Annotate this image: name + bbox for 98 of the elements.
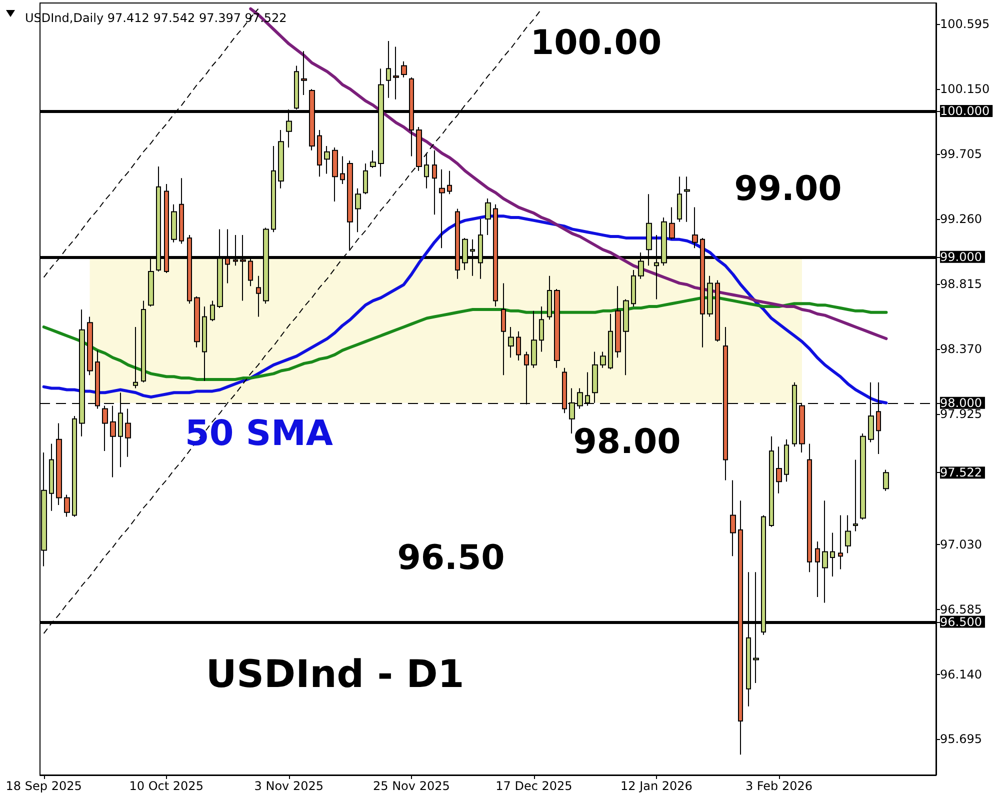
candlestick bbox=[72, 416, 77, 518]
candlestick bbox=[531, 310, 537, 368]
y-tick-label: 100.595 bbox=[940, 17, 990, 32]
y-tick-label: 99.260 bbox=[940, 212, 982, 226]
candlestick bbox=[677, 176, 682, 222]
candlestick bbox=[631, 270, 636, 308]
x-tick-label: 3 Nov 2025 bbox=[254, 779, 324, 793]
candlestick bbox=[432, 150, 437, 216]
candlestick bbox=[600, 351, 606, 368]
candlestick bbox=[110, 405, 116, 478]
candlestick bbox=[692, 206, 698, 249]
candlestick bbox=[301, 50, 307, 96]
candlestick bbox=[278, 129, 284, 189]
candlestick bbox=[539, 306, 544, 352]
candlestick bbox=[669, 206, 675, 240]
candlestick bbox=[393, 46, 399, 100]
candlestick bbox=[845, 514, 851, 554]
candlestick bbox=[370, 150, 376, 168]
candlestick bbox=[324, 146, 330, 174]
candlestick bbox=[516, 330, 521, 362]
candlestick bbox=[317, 129, 322, 178]
candlestick bbox=[485, 198, 491, 236]
y-tick-label: 96.585 bbox=[940, 602, 982, 616]
ref-line-label: 98.00 bbox=[573, 422, 681, 462]
candlestick bbox=[830, 532, 835, 578]
candlestick bbox=[769, 436, 774, 528]
candlestick bbox=[271, 146, 276, 233]
candlestick bbox=[64, 494, 70, 518]
candlestick bbox=[125, 408, 131, 458]
y-tick-label: 100.150 bbox=[940, 82, 990, 96]
y-tick-label: 97.030 bbox=[940, 537, 982, 552]
candlestick bbox=[554, 288, 560, 368]
candlestick bbox=[860, 433, 866, 520]
candlestick bbox=[202, 306, 207, 382]
ref-line-label: 96.50 bbox=[397, 538, 505, 578]
candlestick bbox=[822, 500, 828, 604]
x-tick-label: 17 Dec 2025 bbox=[496, 779, 572, 793]
y-tick-label: 98.000 bbox=[940, 396, 982, 410]
candlestick bbox=[340, 156, 345, 184]
candlestick bbox=[501, 282, 506, 376]
candlestick bbox=[707, 275, 713, 318]
candlestick bbox=[363, 163, 368, 195]
candlestick bbox=[815, 541, 820, 598]
line-series bbox=[42, 214, 888, 404]
series-label: 50 SMA bbox=[184, 414, 334, 454]
ref-line-label: 100.00 bbox=[530, 22, 662, 63]
y-tick-label: 95.695 bbox=[940, 732, 982, 746]
candlestick bbox=[592, 351, 598, 404]
candlestick bbox=[355, 188, 361, 233]
candlestick bbox=[210, 300, 215, 322]
candlestick bbox=[776, 446, 782, 494]
candlestick bbox=[715, 280, 720, 342]
candlestick bbox=[608, 313, 613, 370]
candlestick bbox=[347, 160, 353, 250]
candlestick bbox=[853, 459, 858, 532]
candlestick bbox=[623, 298, 629, 376]
candlestick bbox=[838, 514, 843, 570]
candlestick bbox=[102, 405, 108, 452]
candlestick bbox=[439, 168, 445, 249]
y-tick-label: 98.815 bbox=[940, 276, 982, 291]
y-tick-label: 100.000 bbox=[940, 104, 990, 118]
candlestick bbox=[807, 443, 812, 573]
x-tick-label: 3 Feb 2026 bbox=[745, 779, 813, 793]
x-tick-label: 25 Nov 2025 bbox=[372, 779, 450, 793]
y-tick-label: 98.370 bbox=[940, 342, 982, 356]
y-tick-label: 97.522 bbox=[940, 466, 982, 480]
candlestick bbox=[547, 275, 552, 320]
annotation: USDInd - D1 bbox=[206, 652, 464, 696]
candlestick bbox=[416, 126, 422, 172]
y-tick-label: 99.705 bbox=[940, 147, 982, 162]
y-tick-label: 96.500 bbox=[940, 614, 982, 629]
candlestick bbox=[56, 422, 62, 506]
candlestick bbox=[401, 60, 407, 78]
candlestick bbox=[141, 300, 146, 383]
y-tick-label: 99.000 bbox=[940, 250, 982, 264]
candlestick bbox=[171, 204, 177, 243]
ref-line-label: 99.00 bbox=[734, 168, 842, 209]
x-tick-label: 12 Jan 2026 bbox=[620, 779, 692, 793]
candlestick bbox=[883, 469, 889, 492]
candlestick bbox=[386, 40, 391, 98]
candlestick bbox=[179, 178, 184, 244]
candlestick bbox=[133, 326, 138, 389]
candlestick bbox=[256, 275, 261, 318]
candlestick bbox=[615, 286, 621, 358]
candlestick bbox=[508, 326, 514, 358]
line-series bbox=[42, 296, 888, 382]
x-tick-label: 18 Sep 2025 bbox=[6, 779, 82, 793]
candlestick bbox=[87, 316, 93, 376]
candlestick bbox=[424, 152, 429, 189]
candlestick bbox=[194, 296, 200, 348]
y-tick-label: 96.140 bbox=[940, 667, 982, 682]
candlestick bbox=[684, 176, 690, 222]
candlestick bbox=[447, 170, 452, 195]
candlestick bbox=[784, 438, 789, 482]
candlestick bbox=[730, 480, 736, 557]
x-tick-label: 10 Oct 2025 bbox=[129, 779, 204, 793]
candlestick bbox=[49, 443, 54, 512]
candlestick bbox=[332, 146, 338, 202]
